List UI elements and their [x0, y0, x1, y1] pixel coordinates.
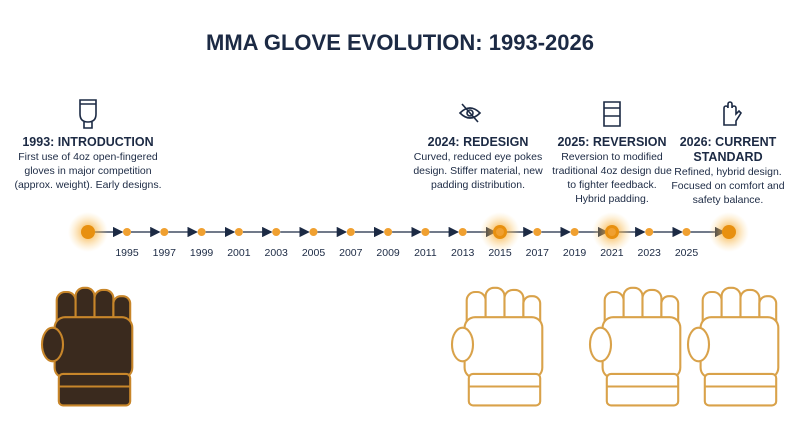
event-description: Curved, reduced eye pokes [414, 151, 542, 163]
event-description: Focused on comfort and [671, 180, 784, 192]
year-dot [607, 228, 616, 236]
event-heading: STANDARD [693, 150, 762, 164]
event-description: (approx. weight). Early designs. [14, 179, 161, 191]
event-description: to fighter feedback. [567, 179, 656, 191]
year-label: 2019 [563, 247, 587, 259]
event-heading: 2024: REDESIGN [428, 135, 529, 149]
glove-illustration [450, 286, 544, 407]
hand-icon [723, 101, 743, 126]
year-label: 2007 [339, 247, 363, 259]
year-label: 1999 [190, 247, 214, 259]
year-label: 2003 [265, 247, 289, 259]
year-label: 2009 [376, 247, 400, 259]
year-dot [234, 228, 243, 236]
year-label: 2013 [451, 247, 475, 259]
year-label: 2025 [675, 247, 699, 259]
event-description: gloves in major competition [24, 165, 151, 177]
year-dot [645, 228, 654, 236]
year-dot [346, 228, 355, 236]
year-dot [384, 228, 393, 236]
year-dot [197, 228, 206, 236]
year-dot [570, 228, 579, 236]
event-heading: 2026: CURRENT [680, 135, 777, 149]
year-dot [421, 228, 430, 236]
year-label: 1995 [115, 247, 139, 259]
year-dot [272, 228, 281, 236]
year-label: 2011 [414, 247, 437, 259]
event-description: design. Stiffer material, new [413, 165, 543, 177]
title: MMA GLOVE EVOLUTION: 1993-2026 [206, 30, 594, 55]
eye-off-icon [458, 103, 482, 123]
year-dot [123, 228, 131, 236]
event-description: Hybrid padding. [575, 193, 649, 205]
year-label: 2005 [302, 247, 326, 259]
event-heading: 1993: INTRODUCTION [22, 135, 153, 149]
year-label: 2001 [227, 247, 251, 259]
icons [79, 99, 743, 129]
year-label: 2021 [600, 247, 624, 259]
year-label: 2023 [638, 247, 662, 259]
timeline: 1995 1997 1999 2001 2003 2005 2007 2009 2011 2013… [68, 212, 749, 259]
event-description: Reversion to modified [561, 151, 663, 163]
event-description: padding distribution. [431, 179, 525, 191]
glove-icon [603, 101, 621, 127]
year-label: 2015 [488, 247, 512, 259]
event-description: traditional 4oz design due [552, 165, 672, 177]
year-label: 2017 [526, 247, 550, 259]
year-dot [682, 228, 691, 236]
event-description: Refined, hybrid design. [674, 166, 781, 178]
milestone-dot [722, 225, 736, 239]
fist-icon [79, 99, 97, 129]
glove-illustration [686, 286, 780, 407]
event-description: safety balance. [693, 194, 764, 206]
year-dot [309, 228, 318, 236]
year-dot [458, 228, 467, 236]
event-heading: 2025: REVERSION [557, 135, 666, 149]
event-description: First use of 4oz open-fingered [18, 151, 158, 163]
year-dot [533, 228, 542, 236]
glove-illustration [588, 286, 682, 407]
year-dot [160, 228, 169, 236]
year-label: 1997 [153, 247, 177, 259]
glove-illustration [40, 286, 134, 407]
gloves [40, 286, 780, 407]
milestone-dot [81, 225, 95, 239]
year-dot [496, 228, 504, 236]
